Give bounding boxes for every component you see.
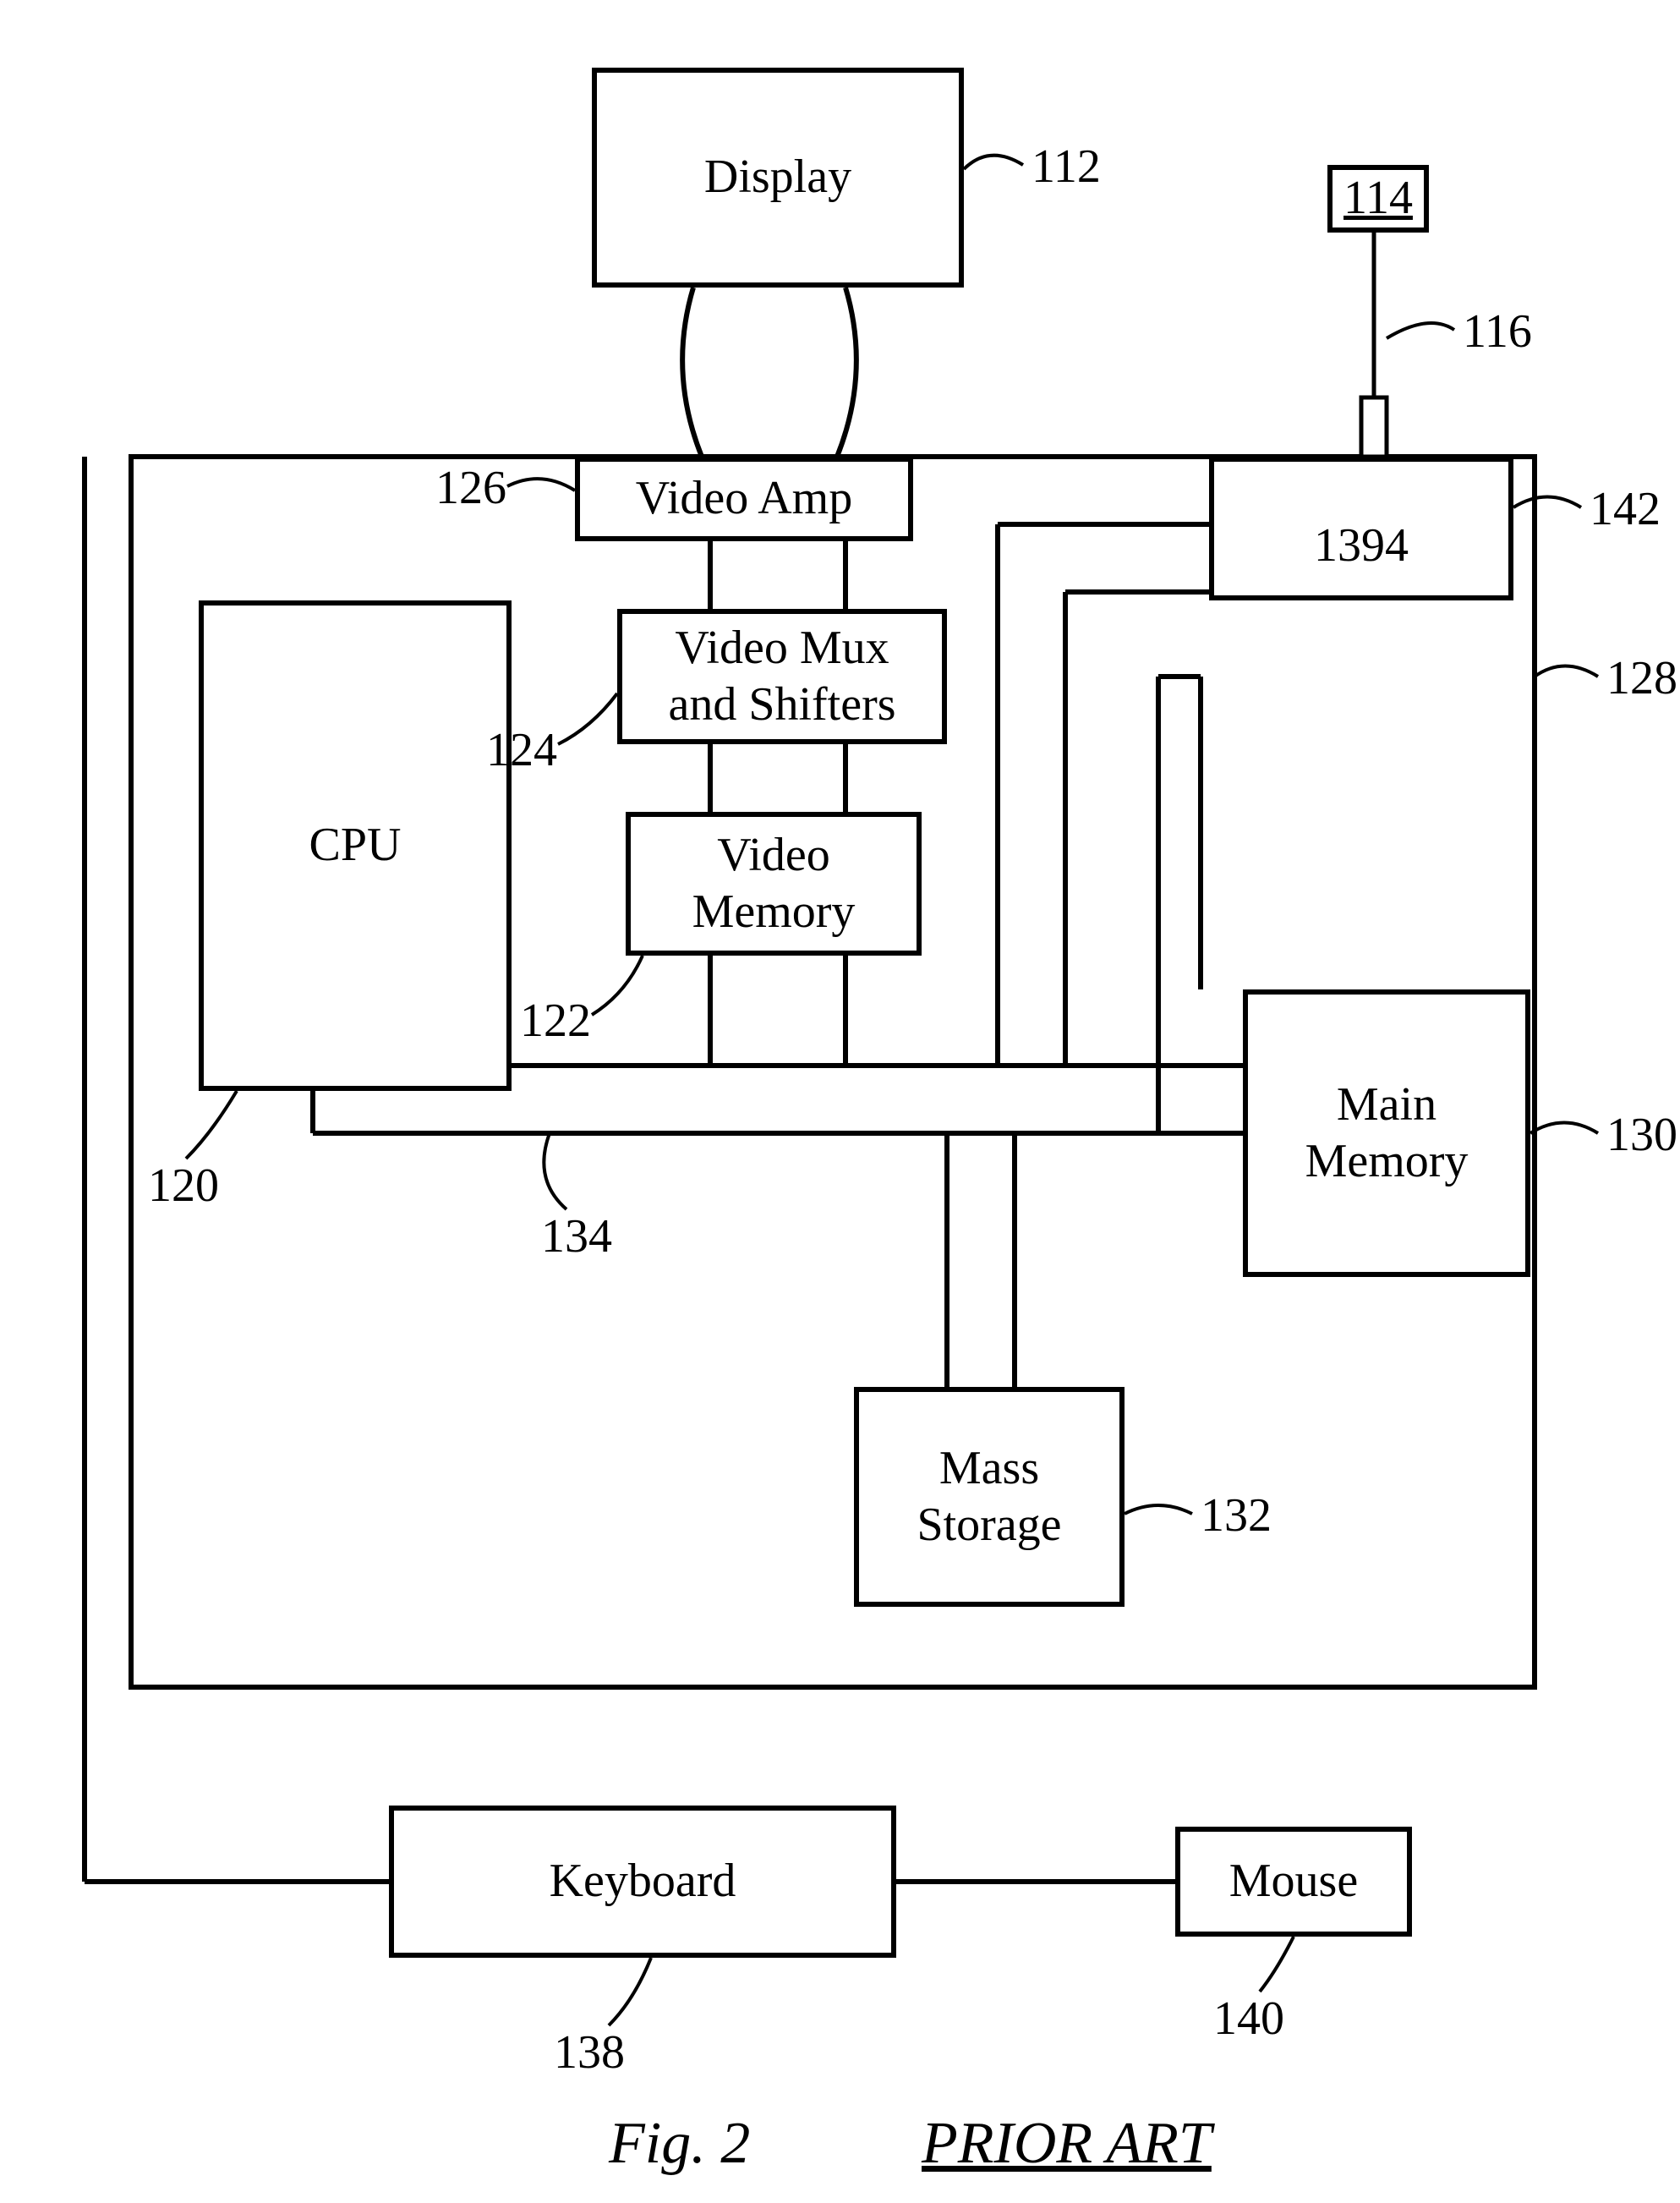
mouse-block: Mouse	[1175, 1827, 1412, 1937]
video-amp-block: Video Amp	[575, 457, 913, 541]
figure-caption: Fig. 2	[609, 2110, 750, 2178]
video-mux-label: Video Mux and Shifters	[659, 611, 904, 742]
ref-130: 130	[1606, 1108, 1677, 1162]
cpu-label: CPU	[301, 808, 410, 882]
main-memory-block: Main Memory	[1243, 989, 1530, 1277]
ref-132: 132	[1201, 1488, 1272, 1543]
1394-label: 1394	[1305, 509, 1417, 583]
ref-124: 124	[486, 723, 557, 777]
connector-114-label: 114	[1335, 162, 1421, 235]
cpu-block: CPU	[199, 600, 512, 1091]
ref-128: 128	[1606, 651, 1677, 705]
prior-art-label: PRIOR ART	[922, 2110, 1212, 2178]
keyboard-block: Keyboard	[389, 1806, 896, 1958]
video-amp-label: Video Amp	[627, 462, 861, 535]
connector-114-block: 114	[1327, 165, 1429, 233]
ref-120: 120	[148, 1159, 219, 1213]
mouse-label: Mouse	[1221, 1844, 1366, 1918]
ref-122: 122	[520, 994, 591, 1048]
1394-block: 1394	[1209, 457, 1513, 600]
video-memory-block: Video Memory	[626, 812, 922, 956]
main-memory-label: Main Memory	[1297, 1068, 1477, 1198]
ref-116: 116	[1463, 304, 1532, 359]
ref-112: 112	[1032, 140, 1101, 194]
ref-126: 126	[435, 461, 506, 515]
ref-142: 142	[1590, 482, 1661, 536]
ref-138: 138	[554, 2025, 625, 2080]
mass-storage-block: Mass Storage	[854, 1387, 1125, 1607]
display-label: Display	[696, 140, 860, 214]
video-memory-label: Video Memory	[684, 819, 864, 949]
ref-134: 134	[541, 1209, 612, 1263]
ref-140: 140	[1213, 1992, 1284, 2046]
display-block: Display	[592, 68, 964, 288]
keyboard-label: Keyboard	[541, 1844, 745, 1918]
mass-storage-label: Mass Storage	[908, 1432, 1070, 1562]
video-mux-block: Video Mux and Shifters	[617, 609, 947, 744]
